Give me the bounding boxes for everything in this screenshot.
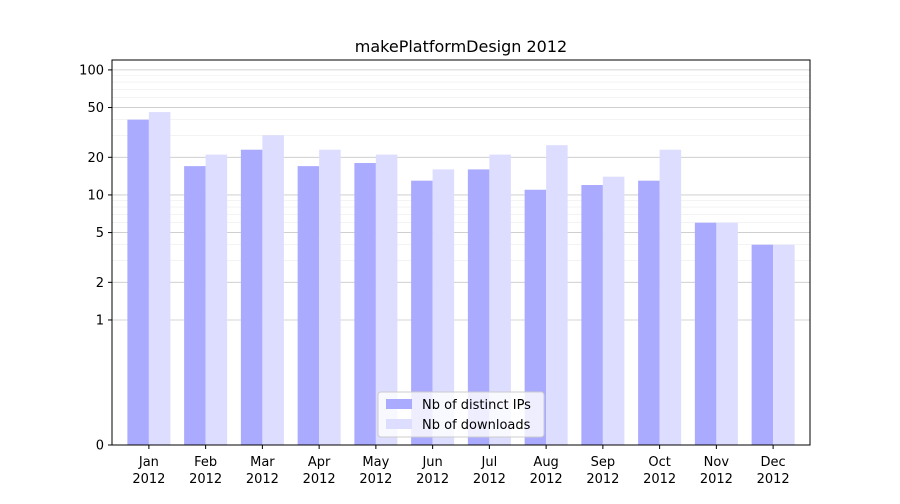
x-tick-label-year-2: 2012 <box>246 472 279 487</box>
x-tick-label-year-8: 2012 <box>586 472 619 487</box>
bar-downloads-9 <box>659 149 682 446</box>
grid-layer <box>112 69 810 321</box>
x-tick-label-month-2: Mar <box>250 455 275 470</box>
x-tick-label-year-9: 2012 <box>643 472 676 487</box>
bar-downloads-3 <box>319 149 341 446</box>
y-tick-label-5: 20 <box>87 151 104 166</box>
x-tick-label-year-6: 2012 <box>473 472 506 487</box>
legend-label-1: Nb of downloads <box>422 418 531 433</box>
bar-downloads-5 <box>432 169 455 445</box>
legend-box <box>377 391 545 438</box>
bar-ips-11 <box>751 244 774 445</box>
legend-label-0: Nb of distinct IPs <box>422 398 531 413</box>
x-tick-label-month-9: Oct <box>648 455 670 470</box>
chart-title: makePlatformDesign 2012 <box>355 37 567 56</box>
x-tick-label-month-3: Apr <box>308 455 331 470</box>
y-tick-label-0: 0 <box>96 439 104 454</box>
bar-downloads-8 <box>602 176 625 445</box>
bar-ips-1 <box>184 166 206 445</box>
y-tick-label-4: 10 <box>87 188 104 203</box>
bar-ips-6 <box>467 169 490 445</box>
bar-ips-7 <box>524 189 547 445</box>
bar-downloads-11 <box>773 244 795 445</box>
legend: Nb of distinct IPs Nb of downloads <box>377 391 545 438</box>
x-tick-label-year-4: 2012 <box>359 472 392 487</box>
bar-downloads-10 <box>716 222 738 445</box>
bar-downloads-4 <box>375 154 398 446</box>
x-tick-label-month-5: Jun <box>421 455 442 470</box>
x-tick-label-year-1: 2012 <box>189 472 222 487</box>
y-axis: 0 1 2 5 10 20 50 100 <box>79 63 112 454</box>
x-tick-label-month-4: May <box>362 455 389 470</box>
bar-downloads-7 <box>546 145 568 445</box>
y-tick-label-3: 5 <box>96 226 104 241</box>
bar-ips-10 <box>694 222 717 445</box>
bar-downloads-6 <box>489 154 511 446</box>
bar-ips-3 <box>297 166 320 445</box>
x-tick-label-year-3: 2012 <box>303 472 336 487</box>
bar-ips-5 <box>411 180 433 445</box>
y-tick-label-6: 50 <box>87 101 104 116</box>
y-tick-label-7: 100 <box>79 63 104 78</box>
legend-swatch-0 <box>386 399 412 409</box>
x-tick-label-year-5: 2012 <box>416 472 449 487</box>
y-tick-label-1: 1 <box>96 313 104 328</box>
x-tick-label-month-0: Jan <box>138 455 159 470</box>
bar-ips-8 <box>581 185 603 445</box>
x-tick-label-year-10: 2012 <box>700 472 733 487</box>
x-tick-label-year-11: 2012 <box>757 472 790 487</box>
x-tick-label-month-8: Sep <box>591 455 616 470</box>
x-tick-label-month-10: Nov <box>704 455 730 470</box>
legend-swatch-1 <box>386 419 412 429</box>
bar-downloads-2 <box>262 135 284 445</box>
x-axis: Jan 2012 Feb 2012 Mar 2012 Apr 2012 May 2012 Jun 20… <box>132 445 790 487</box>
x-tick-label-month-1: Feb <box>194 455 217 470</box>
bar-ips-9 <box>638 180 660 445</box>
bar-downloads-1 <box>205 154 228 446</box>
x-tick-label-year-7: 2012 <box>530 472 563 487</box>
x-tick-label-month-11: Dec <box>761 455 786 470</box>
bar-ips-0 <box>127 119 149 446</box>
bar-ips-2 <box>240 149 263 446</box>
bars-layer <box>127 112 795 446</box>
x-tick-label-month-7: Aug <box>533 455 558 470</box>
x-tick-label-year-0: 2012 <box>132 472 165 487</box>
plot-frame <box>111 59 811 446</box>
x-tick-label-month-6: Jul <box>481 455 498 470</box>
bar-downloads-0 <box>148 112 171 445</box>
bar-ips-4 <box>354 163 376 445</box>
y-tick-label-2: 2 <box>96 276 104 291</box>
